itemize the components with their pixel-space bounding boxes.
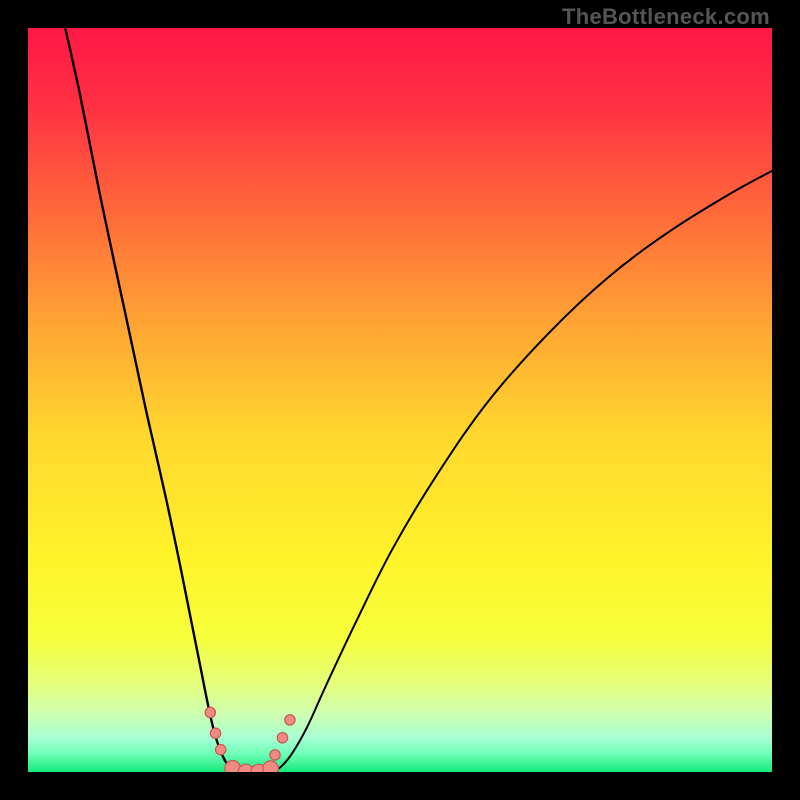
chart-svg <box>28 28 772 772</box>
data-marker <box>285 715 295 725</box>
data-marker <box>210 728 220 738</box>
data-marker <box>216 744 226 754</box>
data-marker <box>205 707 215 717</box>
data-marker <box>277 733 287 743</box>
outer-frame <box>0 0 800 800</box>
data-marker <box>263 761 279 772</box>
watermark-text: TheBottleneck.com <box>562 4 770 30</box>
curve-left <box>65 28 236 771</box>
data-marker <box>270 750 280 760</box>
plot-area <box>28 28 772 772</box>
curve-right <box>274 171 772 771</box>
